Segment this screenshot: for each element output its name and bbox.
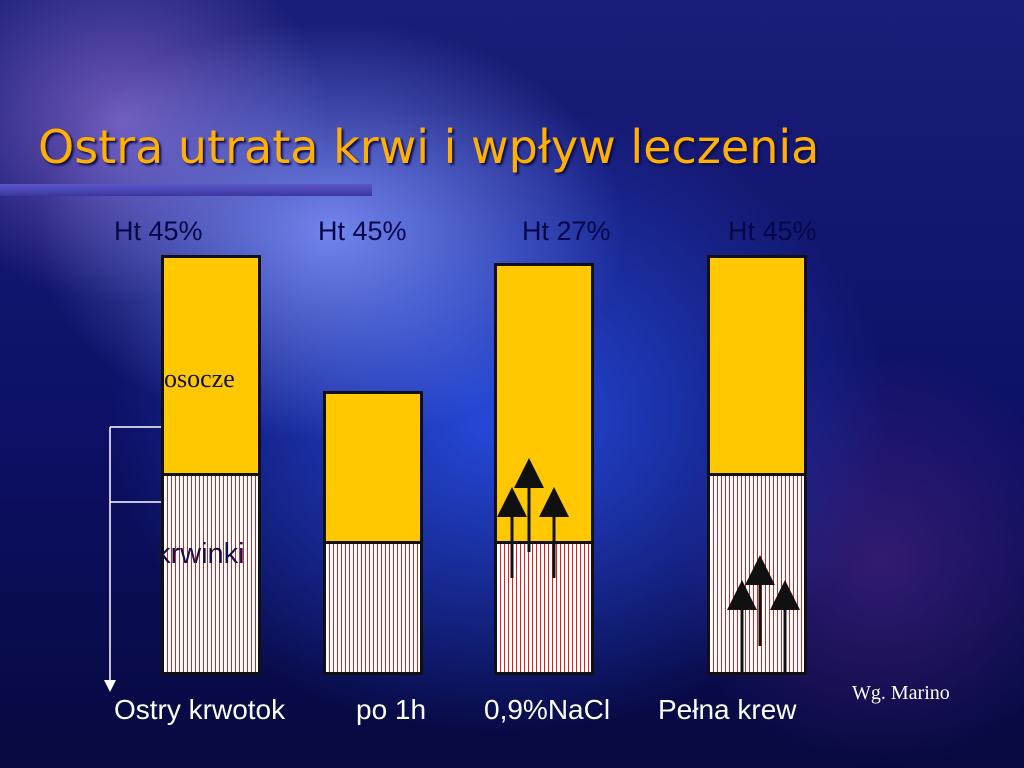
bar-acute-hemorrhage [161, 255, 261, 675]
cells-segment [164, 473, 258, 672]
cells-label: krwinki [156, 538, 245, 570]
ht-label-3: Ht 27% [522, 216, 611, 246]
title-underline [0, 184, 372, 196]
caption-4: Pełna krew [658, 694, 797, 725]
bar-after-1h [323, 391, 423, 675]
ht-label-4: Ht 45% [728, 216, 817, 246]
cells-segment [326, 541, 420, 672]
source-credit: Wg. Marino [852, 682, 950, 704]
caption-2: po 1h [356, 694, 427, 725]
ht-label-2: Ht 45% [318, 216, 407, 246]
ht-label-1: Ht 45% [114, 216, 203, 246]
whole-blood-arrows [727, 555, 800, 672]
bar-whole-blood [707, 255, 807, 675]
caption-3: 0,9%NaCl [484, 694, 611, 725]
saline-arrows [497, 458, 569, 578]
caption-1: Ostry krwotok [114, 694, 286, 725]
slide-title: Ostra utrata krwi i wpływ leczenia [38, 120, 820, 174]
plasma-label: osocze [164, 364, 235, 393]
loss-bracket [104, 426, 161, 692]
